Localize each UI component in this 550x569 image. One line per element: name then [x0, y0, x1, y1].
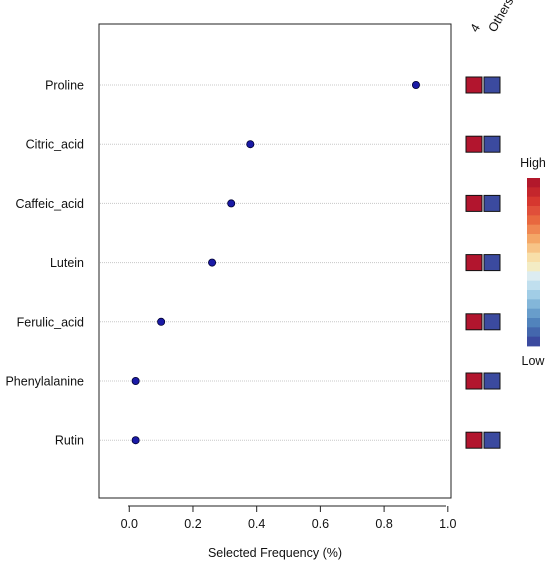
heat-cell — [483, 431, 501, 449]
x-tick-label: 1.0 — [439, 517, 456, 531]
legend-color-step — [527, 327, 540, 338]
heat-cell — [483, 254, 501, 272]
legend-low-label: Low — [522, 354, 546, 368]
category-label: Proline — [45, 79, 84, 93]
heat-cell — [483, 135, 501, 153]
heat-cell — [465, 372, 483, 390]
legend-color-step — [527, 224, 540, 235]
category-labels: Proline Citric_acid Caffeic_acid Lutein Feru… — [5, 79, 84, 448]
color-legend: High Low — [520, 156, 546, 368]
category-label: Lutein — [50, 256, 84, 270]
x-tick-label: 0.6 — [312, 517, 329, 531]
group-heat-cells — [465, 76, 501, 449]
category-label: Caffeic_acid — [15, 197, 84, 211]
x-tick-label: 0.4 — [248, 517, 265, 531]
category-label: Rutin — [55, 434, 84, 448]
legend-color-step — [527, 262, 540, 272]
legend-color-step — [527, 234, 540, 244]
heat-cell — [465, 194, 483, 212]
legend-color-step — [527, 290, 540, 300]
heat-cell — [465, 313, 483, 331]
group-column-headers: 4 Others — [467, 0, 516, 35]
data-point — [157, 317, 166, 326]
legend-color-step — [527, 187, 540, 198]
legend-color-step — [527, 308, 540, 319]
grid-lines — [100, 84, 450, 441]
heat-cell — [483, 372, 501, 390]
legend-color-step — [527, 178, 540, 188]
legend-color-step — [527, 271, 540, 282]
data-point — [131, 376, 140, 385]
heat-cell — [465, 431, 483, 449]
legend-color-step — [527, 336, 540, 347]
heat-cell — [483, 313, 501, 331]
data-point — [131, 436, 140, 445]
data-points — [131, 81, 420, 445]
category-label: Phenylalanine — [5, 375, 84, 389]
legend-color-step — [527, 196, 540, 207]
legend-color-step — [527, 206, 540, 216]
data-point — [411, 81, 420, 90]
legend-color-step — [527, 215, 540, 226]
category-label: Ferulic_acid — [17, 315, 84, 329]
plot-frame — [98, 23, 452, 499]
data-point — [246, 140, 255, 149]
data-point — [208, 258, 217, 267]
group-column-label: Others — [485, 0, 516, 34]
group-column-label: 4 — [467, 21, 483, 34]
x-tick-label: 0.2 — [184, 517, 201, 531]
x-tick-label: 0.8 — [375, 517, 392, 531]
legend-high-label: High — [520, 156, 546, 170]
x-axis: 0.0 0.2 0.4 0.6 0.8 1.0 — [121, 505, 457, 531]
legend-color-step — [527, 280, 540, 291]
legend-color-step — [527, 318, 540, 328]
heat-cell — [483, 194, 501, 212]
heat-cell — [465, 135, 483, 153]
heat-cell — [465, 76, 483, 94]
legend-color-step — [527, 252, 540, 263]
heat-cell — [483, 76, 501, 94]
data-point — [227, 199, 236, 208]
x-tick-label: 0.0 — [121, 517, 138, 531]
x-axis-title: Selected Frequency (%) — [208, 546, 342, 560]
legend-color-step — [527, 243, 540, 254]
legend-color-step — [527, 299, 540, 310]
category-label: Citric_acid — [26, 138, 84, 152]
heat-cell — [465, 254, 483, 272]
